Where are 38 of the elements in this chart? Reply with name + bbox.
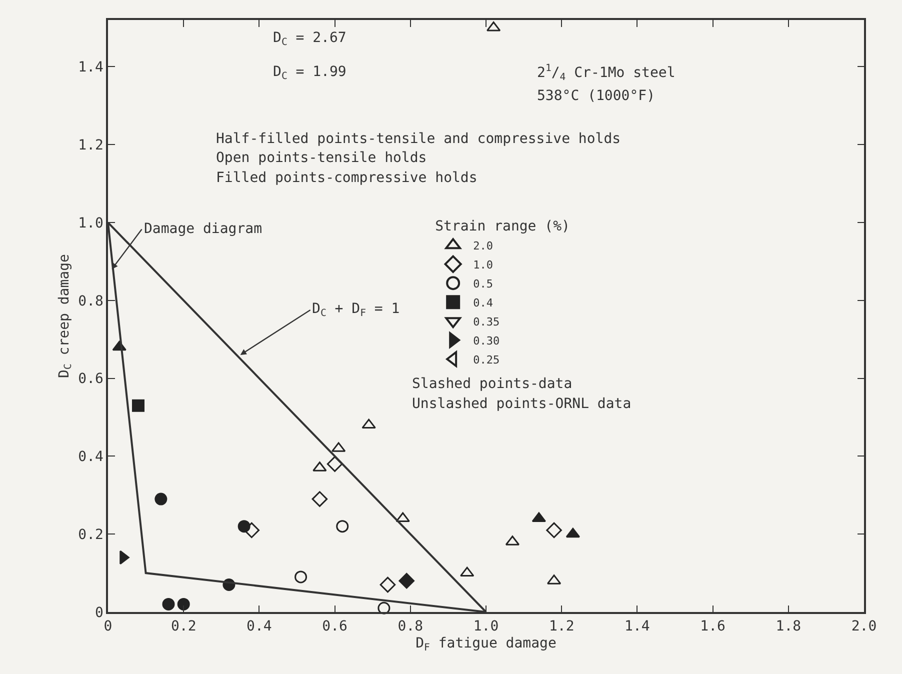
x-tick-label: 1.0 [473, 618, 499, 635]
legend-label: 0.5 [473, 277, 493, 290]
x-tick-label: 2.0 [851, 618, 877, 635]
annotation: D$_{C}$ = 2.67 [273, 30, 346, 48]
y-tick-label: 0.2 [78, 527, 104, 544]
x-tick-label: 1.6 [700, 618, 726, 635]
annotation: Open points-tensile holds [216, 150, 427, 166]
legend-title: Strain range (%) [435, 218, 570, 235]
x-tick-label: 0.6 [322, 618, 348, 635]
annotation: Unslashed points-ORNL data [412, 396, 632, 412]
y-tick-label: 0.4 [78, 449, 104, 466]
y-tick-label: 1.4 [78, 60, 104, 76]
legend-label: 0.35 [473, 315, 500, 328]
annotation: Half-filled points-tensile and compressive holds [216, 131, 621, 147]
legend-label: 0.30 [473, 334, 500, 348]
y-tick-label: 1.2 [78, 138, 104, 154]
x-tick-label: 1.4 [624, 618, 650, 635]
y-tick-label: 1.0 [78, 215, 104, 232]
legend-label: 0.4 [473, 296, 494, 310]
annotation: D$_{C}$ + D$_{F}$ = 1 [312, 301, 400, 319]
annotation: 538°C (1000°F) [537, 88, 656, 104]
y-tick-label: 0 [95, 604, 104, 621]
y-tick-label: 0.6 [78, 371, 104, 388]
legend-label: 1.0 [473, 258, 493, 272]
annotation: Filled points-compressive holds [216, 170, 478, 186]
x-axis-title: D$_{F}$ fatigue damage [416, 635, 556, 654]
x-tick-label: 1.2 [548, 618, 574, 635]
annotation: Slashed points-data [412, 376, 572, 392]
annotation: Damage diagram [144, 221, 262, 237]
legend-label: 2.0 [473, 239, 493, 252]
annotation: 2$^{1}$/$_{4}$ Cr-1Mo steel [537, 63, 676, 83]
y-tick-label: 0.8 [78, 293, 104, 310]
x-tick-label: 0.2 [170, 618, 196, 635]
x-tick-label: 1.8 [776, 618, 802, 635]
legend-label: 0.25 [473, 353, 500, 366]
x-tick-label: 0.8 [398, 618, 424, 635]
annotation: D$_{C}$ = 1.99 [273, 64, 346, 82]
x-tick-label: 0.4 [246, 618, 272, 635]
